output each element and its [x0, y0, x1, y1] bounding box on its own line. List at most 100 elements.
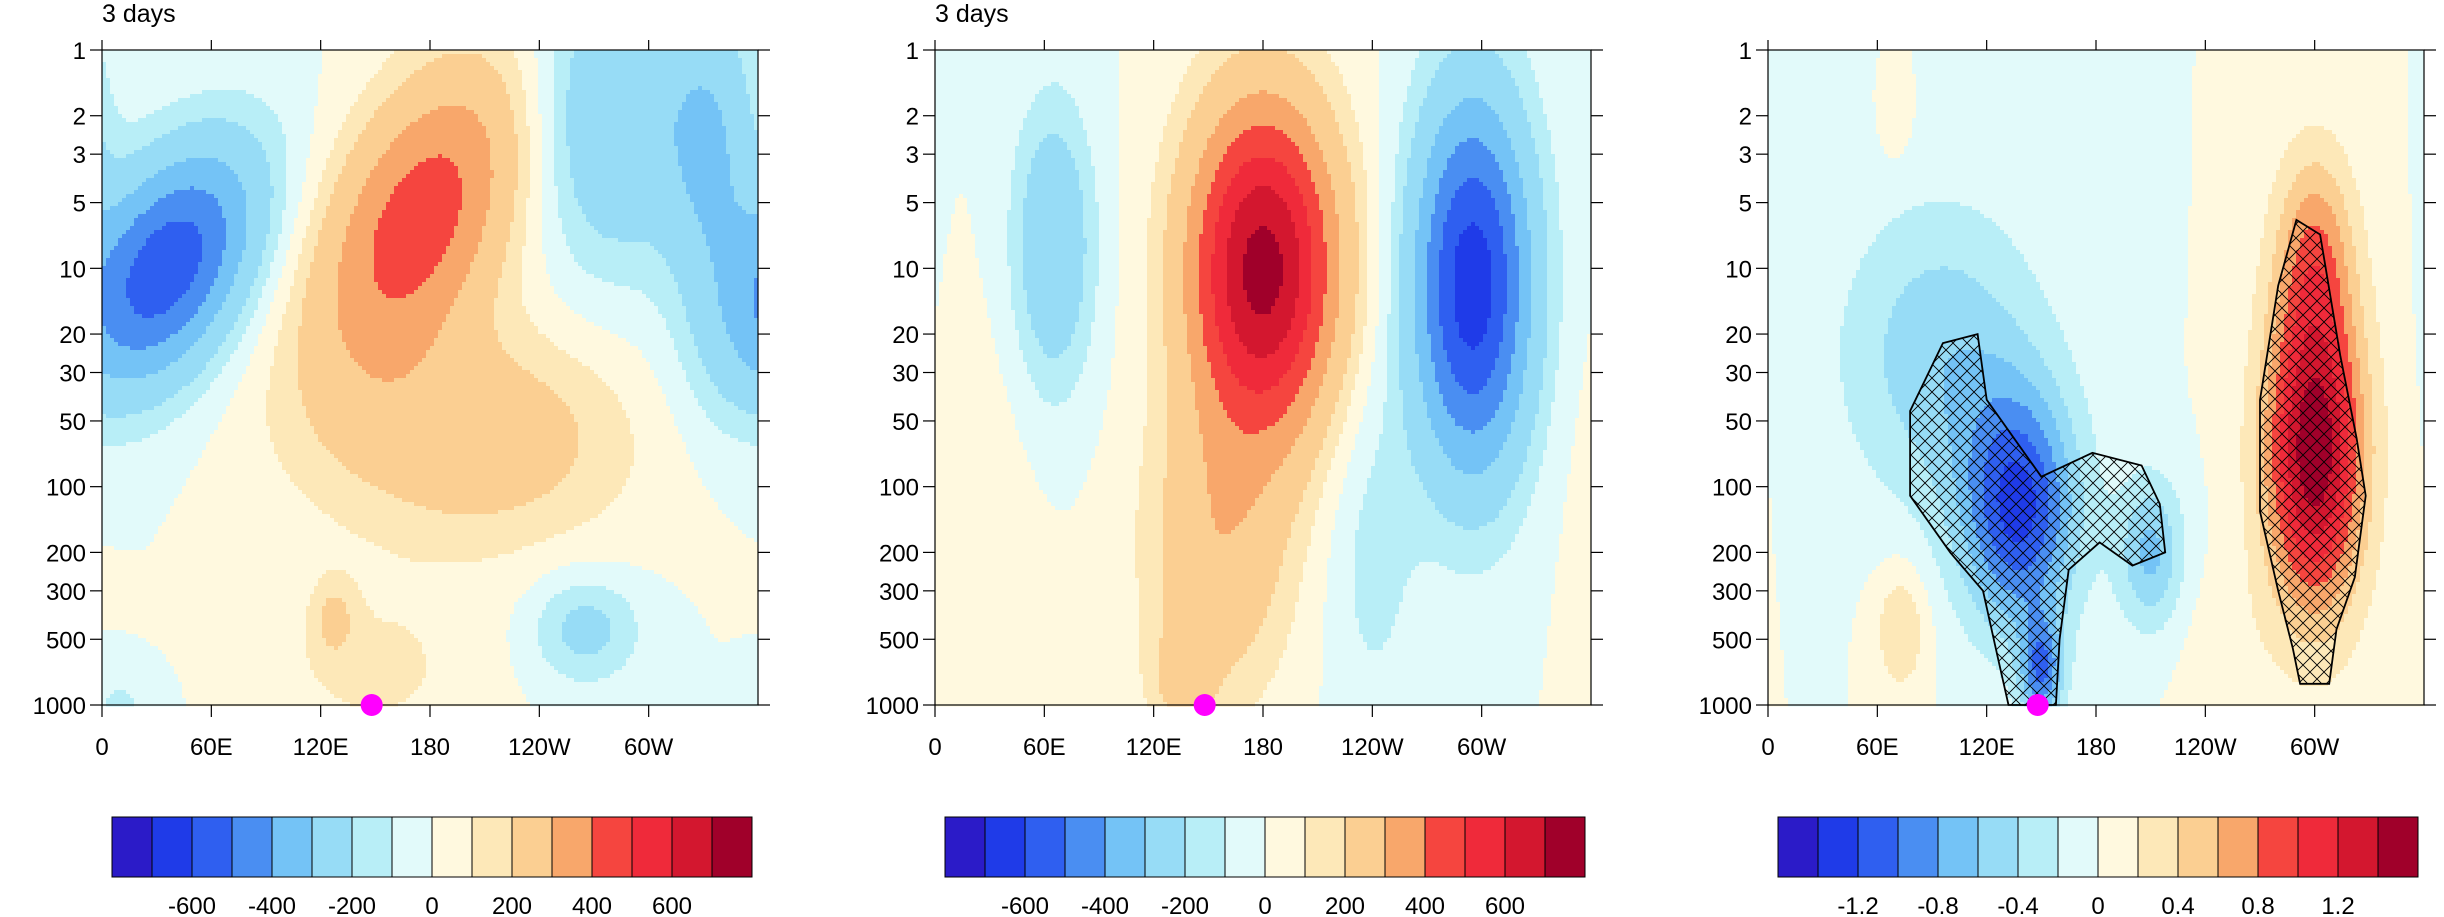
- colorbar-swatch: [2018, 817, 2058, 877]
- panel-2-colorbar: -600 -400 -200 0 200 400 600: [945, 817, 1585, 917]
- panel-3-colorbar: -1.2 -0.8 -0.4 0 0.4 0.8 1.2: [1778, 817, 2418, 917]
- colorbar-swatch: [592, 817, 632, 877]
- y-tick-label: 20: [59, 322, 86, 349]
- colorbar-swatch: [432, 817, 472, 877]
- x-tick-label: 60W: [1457, 734, 1507, 761]
- colorbar-swatch: [1545, 817, 1585, 877]
- x-tick-label: 0: [95, 734, 108, 761]
- colorbar-swatch: [2178, 817, 2218, 877]
- colorbar-swatch: [985, 817, 1025, 877]
- y-tick-label: 500: [46, 627, 86, 654]
- y-tick-label: 300: [879, 579, 919, 606]
- location-marker: [2027, 694, 2049, 716]
- colorbar-swatch: [712, 817, 752, 877]
- colorbar-label: -400: [1081, 893, 1129, 917]
- y-tick-label: 3: [73, 142, 86, 169]
- colorbar-swatch: [152, 817, 192, 877]
- panel-1: 3 days 0 60E 120E 180 120W 60W 12351020305010…: [33, 0, 770, 917]
- location-marker: [361, 694, 383, 716]
- y-tick-label: 1: [906, 38, 919, 65]
- colorbar-swatch: [1265, 817, 1305, 877]
- colorbar-swatch: [2098, 817, 2138, 877]
- colorbar-swatch: [312, 817, 352, 877]
- colorbar-swatch: [1145, 817, 1185, 877]
- colorbar-swatch: [1185, 817, 1225, 877]
- panel-1-title: 3 days: [102, 0, 176, 28]
- y-tick-label: 200: [1712, 540, 1752, 567]
- x-tick-label: 180: [410, 734, 450, 761]
- y-tick-label: 3: [906, 142, 919, 169]
- y-tick-label: 500: [1712, 627, 1752, 654]
- y-tick-label: 30: [892, 361, 919, 388]
- colorbar-swatch: [552, 817, 592, 877]
- y-tick-label: 1000: [1699, 693, 1752, 720]
- panel-1-field: [102, 50, 759, 707]
- y-tick-label: 3: [1739, 142, 1752, 169]
- y-tick-label: 10: [892, 256, 919, 283]
- colorbar-swatch: [392, 817, 432, 877]
- colorbar-label: 600: [1485, 893, 1525, 917]
- colorbar-label: 0.8: [2241, 893, 2274, 917]
- colorbar-swatch: [1305, 817, 1345, 877]
- x-tick-label: 120E: [293, 734, 349, 761]
- colorbar-swatch: [232, 817, 272, 877]
- colorbar-swatch: [2378, 817, 2418, 877]
- y-tick-label: 2: [73, 104, 86, 131]
- colorbar-swatch: [1938, 817, 1978, 877]
- x-tick-label: 60E: [1856, 734, 1899, 761]
- y-tick-label: 5: [906, 191, 919, 218]
- colorbar-label: -600: [168, 893, 216, 917]
- colorbar-swatch: [1858, 817, 1898, 877]
- panel-2: 3 days 0 60E 120E 180 120W 60W 12351020305010…: [866, 0, 1603, 917]
- x-tick-label: 180: [1243, 734, 1283, 761]
- colorbar-swatch: [1898, 817, 1938, 877]
- y-tick-label: 300: [46, 579, 86, 606]
- colorbar-swatch: [2218, 817, 2258, 877]
- colorbar-swatch: [1978, 817, 2018, 877]
- panel-3: 0 60E 120E 180 120W 60W 123510203050100200300…: [1699, 38, 2436, 917]
- y-tick-label: 20: [892, 322, 919, 349]
- colorbar-swatch: [2258, 817, 2298, 877]
- colorbar-swatch: [1818, 817, 1858, 877]
- colorbar-swatch: [2058, 817, 2098, 877]
- x-tick-label: 0: [1761, 734, 1774, 761]
- colorbar-label: 0: [1258, 893, 1271, 917]
- colorbar-label: 600: [652, 893, 692, 917]
- y-tick-label: 100: [879, 475, 919, 502]
- colorbar-label: 200: [1325, 893, 1365, 917]
- colorbar-swatch: [1105, 817, 1145, 877]
- x-tick-label: 60W: [624, 734, 674, 761]
- colorbar-label: -200: [1161, 893, 1209, 917]
- colorbar-swatch: [672, 817, 712, 877]
- y-tick-label: 50: [1725, 409, 1752, 436]
- colorbar-swatch: [192, 817, 232, 877]
- y-tick-label: 2: [1739, 104, 1752, 131]
- colorbar-label: 400: [572, 893, 612, 917]
- colorbar-swatch: [1778, 817, 1818, 877]
- y-tick-label: 30: [1725, 361, 1752, 388]
- colorbar-swatch: [1425, 817, 1465, 877]
- colorbar-swatch: [512, 817, 552, 877]
- y-tick-label: 10: [1725, 256, 1752, 283]
- y-tick-label: 1000: [866, 693, 919, 720]
- y-tick-label: 100: [46, 475, 86, 502]
- colorbar-swatch: [2298, 817, 2338, 877]
- x-tick-label: 120W: [508, 734, 571, 761]
- x-tick-label: 180: [2076, 734, 2116, 761]
- y-tick-label: 1: [73, 38, 86, 65]
- colorbar-swatch: [1465, 817, 1505, 877]
- y-tick-label: 100: [1712, 475, 1752, 502]
- colorbar-swatch: [1065, 817, 1105, 877]
- x-tick-label: 60W: [2290, 734, 2340, 761]
- colorbar-label: 0: [2091, 893, 2104, 917]
- panel-2-title: 3 days: [935, 0, 1009, 28]
- panel-1-colorbar: -600 -400 -200 0 200 400 600: [112, 817, 752, 917]
- y-tick-label: 300: [1712, 579, 1752, 606]
- y-tick-label: 5: [1739, 191, 1752, 218]
- y-tick-label: 50: [892, 409, 919, 436]
- y-tick-label: 50: [59, 409, 86, 436]
- y-tick-label: 20: [1725, 322, 1752, 349]
- colorbar-swatch: [472, 817, 512, 877]
- colorbar-swatch: [1025, 817, 1065, 877]
